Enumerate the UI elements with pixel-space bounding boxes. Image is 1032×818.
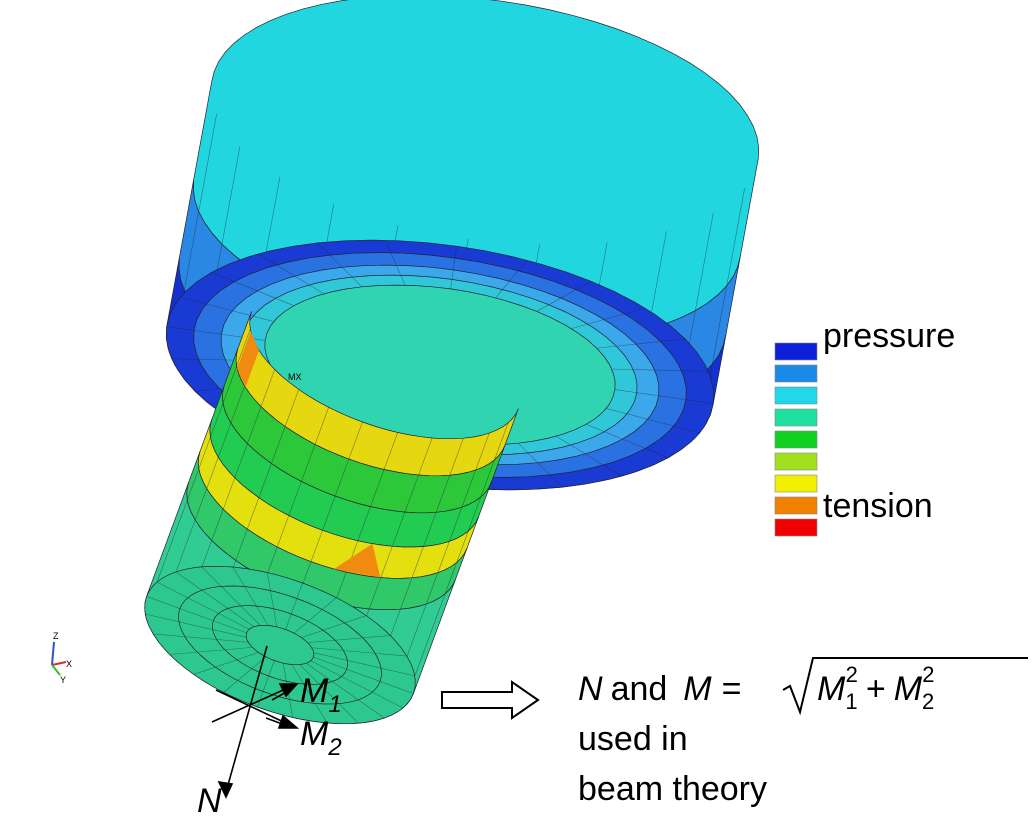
equals: =: [722, 670, 742, 708]
power: 2: [846, 662, 858, 687]
legend: pressure tension: [775, 317, 955, 536]
n-symbol: N: [578, 670, 603, 708]
triad-x: [52, 662, 66, 665]
legend-swatch: [775, 365, 817, 382]
legend-swatch: [775, 387, 817, 404]
triad-z: [52, 642, 54, 665]
symbol: M: [300, 715, 329, 753]
implies-arrow: [442, 682, 538, 718]
subscript: 2: [922, 689, 934, 714]
subscript: 2: [327, 734, 341, 761]
fe-model: [145, 0, 759, 724]
symbol: M: [817, 670, 846, 708]
m-symbol: M: [683, 670, 712, 708]
plus: +: [866, 670, 886, 708]
and-word: and: [611, 670, 668, 708]
triad-y: [52, 665, 60, 675]
caption-line: used in: [578, 720, 688, 758]
caption-line: beam theory: [578, 770, 767, 808]
symbol: M: [894, 670, 923, 708]
triad-label: Y: [60, 675, 66, 685]
legend-swatch: [775, 497, 817, 514]
figure: MX pressure tension Z X Y M1 M2 N: [0, 0, 1032, 818]
symbol: M: [300, 672, 329, 710]
axis-triad: Z X Y: [52, 631, 72, 685]
legend-label: pressure: [823, 317, 955, 355]
max-marker: MX: [288, 372, 302, 382]
subscript: 1: [328, 691, 341, 718]
legend-swatch: [775, 519, 817, 536]
triad-label: Z: [53, 631, 59, 641]
power: 2: [922, 662, 934, 687]
n-label: N: [197, 782, 222, 818]
legend-swatch: [775, 343, 817, 360]
legend-swatch: [775, 431, 817, 448]
triad-label: X: [66, 659, 72, 669]
legend-label: tension: [823, 487, 933, 525]
legend-swatch: [775, 475, 817, 492]
radicand: M12+M22: [817, 662, 935, 714]
legend-swatch: [775, 409, 817, 426]
subscript: 1: [845, 689, 857, 714]
legend-swatch: [775, 453, 817, 470]
